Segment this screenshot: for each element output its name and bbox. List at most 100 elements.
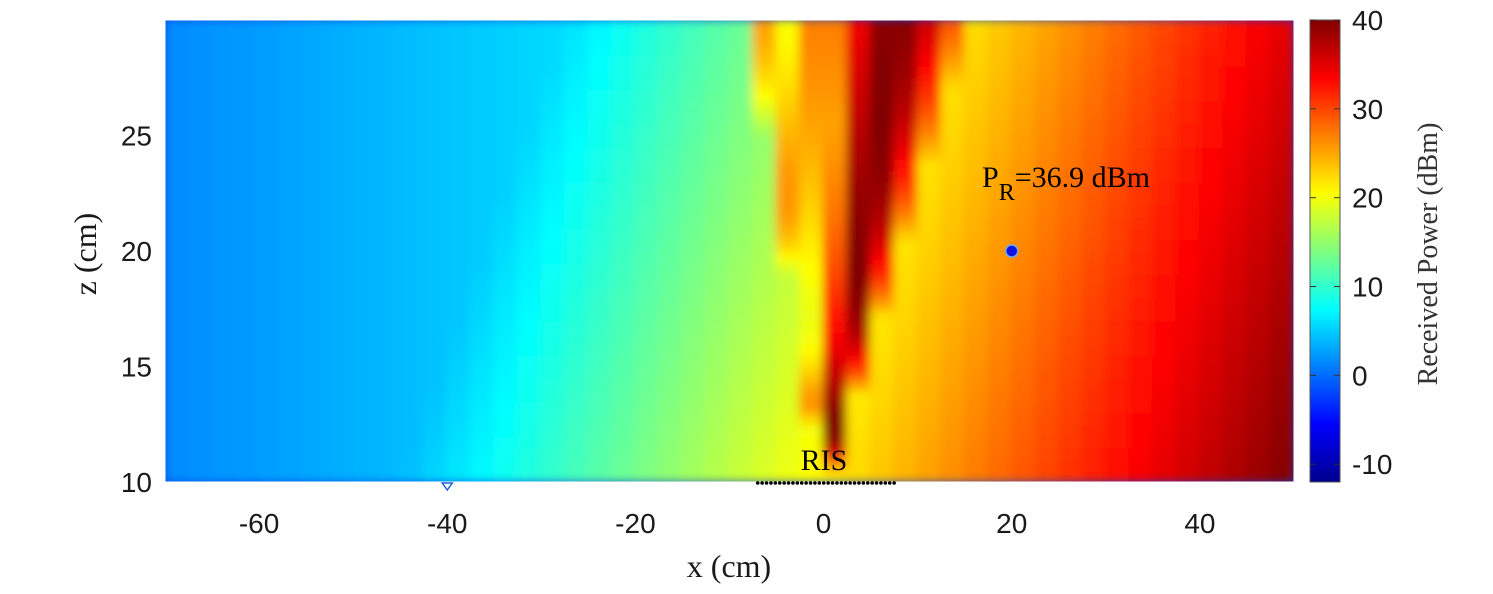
heatmap-cell [1104, 20, 1131, 33]
heatmap-cell [963, 457, 990, 472]
heatmap-cell [187, 330, 214, 345]
heatmap-cell [375, 111, 402, 125]
receiver-annotation-value: =36.9 dBm [1015, 161, 1150, 194]
heatmap-cell [234, 353, 261, 368]
heatmap-cell [352, 30, 378, 45]
heatmap-cell [987, 111, 1013, 125]
heatmap-cell [822, 169, 849, 183]
heatmap-cell [1104, 134, 1131, 149]
heatmap-cell [305, 377, 331, 391]
heatmap-cell [587, 377, 613, 391]
heatmap-cell [752, 20, 778, 33]
heatmap-cell [1128, 65, 1154, 79]
heatmap-cell [422, 342, 449, 356]
heatmap-cell [869, 284, 896, 299]
heatmap-cell [1269, 319, 1294, 333]
heatmap-cell [1175, 53, 1201, 68]
heatmap-cell [610, 134, 637, 149]
heatmap-cell [1245, 388, 1272, 403]
heatmap-cell [234, 457, 261, 472]
heatmap-cell [869, 434, 896, 449]
heatmap-cell [1081, 30, 1107, 45]
heatmap-cell [375, 192, 402, 206]
heatmap-cell [1222, 192, 1248, 206]
heatmap-cell [1010, 30, 1037, 45]
y-axis-label: z (cm) [67, 213, 103, 296]
heatmap-cell [846, 400, 872, 414]
heatmap-cell [681, 457, 707, 472]
heatmap-cell [893, 434, 919, 449]
heatmap-cell [752, 215, 778, 229]
heatmap-cell [916, 226, 943, 241]
heatmap-cell [987, 65, 1013, 79]
heatmap-cell [1222, 146, 1248, 160]
heatmap-cell [987, 226, 1013, 241]
heatmap-cell [375, 250, 402, 264]
heatmap-cell [1104, 423, 1131, 437]
heatmap-cell [540, 180, 566, 195]
heatmap-cell [846, 111, 872, 125]
heatmap-cell [352, 134, 378, 149]
heatmap-cell [846, 169, 872, 183]
heatmap-cell [916, 30, 943, 45]
heatmap-cell [1269, 76, 1294, 91]
heatmap-cell [328, 203, 355, 218]
heatmap-cell [540, 365, 566, 380]
heatmap-cell [469, 330, 496, 345]
heatmap-cell [634, 238, 660, 252]
heatmap-cell [1128, 330, 1154, 345]
heatmap-cell [540, 457, 566, 472]
heatmap-cell [681, 20, 707, 33]
heatmap-cell [493, 76, 519, 91]
heatmap-cell [1128, 342, 1154, 356]
heatmap-cell [281, 423, 308, 437]
heatmap-cell [1057, 122, 1084, 137]
heatmap-cell [305, 319, 331, 333]
heatmap-cell [681, 226, 707, 241]
heatmap-cell [305, 99, 331, 114]
heatmap-cell [165, 446, 190, 460]
heatmap-cell [1245, 273, 1272, 287]
heatmap-cell [493, 423, 519, 437]
heatmap-cell [1010, 169, 1037, 183]
heatmap-cell [305, 122, 331, 137]
heatmap-cell [1081, 20, 1107, 33]
ris-element [835, 481, 839, 485]
heatmap-cell [587, 42, 613, 56]
heatmap-cell [704, 226, 731, 241]
heatmap-cell [1198, 365, 1225, 380]
heatmap-cell [469, 284, 496, 299]
heatmap-cell [165, 250, 190, 264]
heatmap-cell [540, 30, 566, 45]
heatmap-cell [1175, 342, 1201, 356]
heatmap-cell [234, 134, 261, 149]
heatmap-cell [634, 342, 660, 356]
heatmap-cell [258, 457, 284, 472]
heatmap-cell [493, 446, 519, 460]
heatmap-cell [1269, 146, 1294, 160]
heatmap-cell [916, 469, 943, 482]
heatmap-cell [1222, 88, 1248, 102]
heatmap-cell [846, 250, 872, 264]
heatmap-cell [587, 330, 613, 345]
heatmap-cell [281, 238, 308, 252]
heatmap-cell [516, 53, 543, 68]
heatmap-cell [775, 122, 802, 137]
heatmap-cell [869, 20, 896, 33]
heatmap-cell [1057, 284, 1084, 299]
heatmap-cell [846, 296, 872, 310]
heatmap-cell [916, 169, 943, 183]
heatmap-cell [399, 296, 425, 310]
heatmap-cell [328, 377, 355, 391]
heatmap-cell [1034, 388, 1060, 403]
heatmap-cell [704, 169, 731, 183]
heatmap-cell [704, 134, 731, 149]
heatmap-cell [516, 42, 543, 56]
heatmap-plot [165, 20, 1294, 482]
colorbar-tick-label: -10 [1352, 449, 1392, 480]
heatmap-cell [869, 65, 896, 79]
heatmap-cell [1010, 377, 1037, 391]
heatmap-cell [540, 122, 566, 137]
heatmap-cell [1081, 261, 1107, 276]
heatmap-cell [752, 203, 778, 218]
